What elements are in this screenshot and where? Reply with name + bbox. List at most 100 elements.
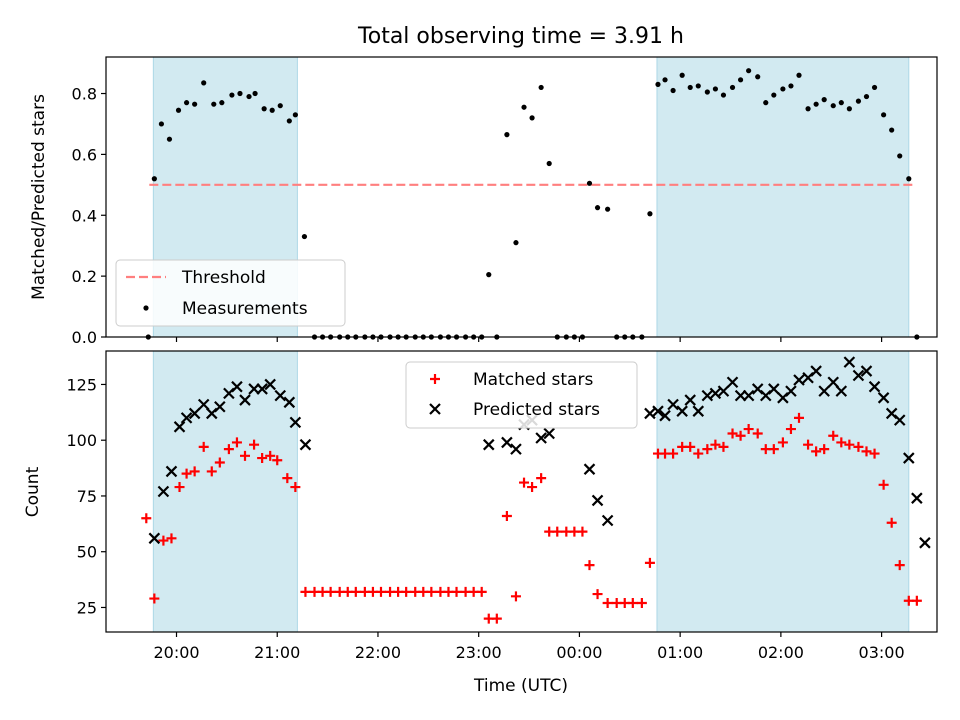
bottom-y-axis-label: Count [23,466,43,517]
top-y-tick-label: 0.4 [72,206,97,225]
matched-star-point [240,450,251,461]
predicted-star-point [893,414,906,426]
matched-star-point [777,437,788,448]
predicted-star-point [543,427,555,440]
matched-star-point [785,424,796,435]
predicted-star-point [591,494,604,507]
matched-star-point [166,533,177,544]
measurement-point [737,77,744,83]
matched-star-point [803,439,814,450]
bottom-shaded-interval [656,350,910,633]
predicted-star-point [601,514,614,527]
measurement-point [838,100,844,106]
predicted-star-point [692,405,705,417]
measurement-point [246,93,252,100]
predicted-star-point [165,465,178,478]
matched-star-point [501,511,512,522]
matched-star-point [644,557,655,568]
matched-star-point [727,428,738,439]
top-shaded-intervals [152,56,910,338]
measurement-point [763,100,769,106]
measurement-point [755,74,761,80]
measurement-point [771,92,777,98]
matched-star-point [685,441,696,452]
measurement-point [252,90,258,97]
predicted-star-point [843,356,856,368]
measurement-point [521,104,527,110]
predicted-star-point [818,385,830,397]
measurement-point [881,112,887,118]
measurement-point [670,87,676,94]
measurement-point [201,80,207,86]
measurement-point [292,112,298,118]
bottom-y-tick-label: 25 [77,598,97,617]
predicted-star-point [283,396,296,409]
bottom-x-tick-label: 00:00 [556,643,602,662]
matched-star-point [527,482,538,493]
top-y-tick-label: 0.2 [72,267,97,286]
measurement-point [780,86,786,92]
predicted-star-point [827,376,840,388]
predicted-star-point [501,436,513,449]
matched-star-point [911,595,922,606]
measurement-point [211,101,217,107]
measurement-point [605,206,611,212]
matched-star-point [141,513,152,524]
measurement-point [704,89,710,95]
matched-star-point [853,441,864,452]
matched-star-point [811,446,822,457]
measurement-point [821,97,827,103]
measurement-point [504,132,510,138]
matched-star-point [894,560,905,571]
matched-star-point [519,477,530,488]
matched-star-point [668,448,679,459]
predicted-star-point [652,405,664,417]
bottom-legend-box [405,361,638,429]
matched-star-point [836,437,847,448]
measurement-point [746,68,752,74]
predicted-star-point [289,416,302,429]
matched-star-point [693,448,704,459]
matched-star-point [552,526,563,537]
matched-star-point [181,468,192,479]
bottom-y-tick-label: 75 [77,487,97,506]
predicted-star-point [256,383,268,395]
matched-star-point [401,586,412,597]
matched-star-point [636,598,647,609]
matched-star-point [223,444,234,455]
predicted-star-point [768,383,780,395]
predicted-star-point [157,485,170,498]
measurement-point [897,153,903,159]
measurement-point [729,84,736,91]
measurement-point [269,107,275,113]
measurement-point [687,84,693,91]
matched-star-point [819,444,830,455]
legend-measurements-label: Measurements [182,299,308,319]
top-axes: 0.0 0.2 0.4 0.6 0.8 [72,56,938,347]
predicted-star-point [510,443,522,455]
bottom-x-tick-label: 20:00 [153,643,199,662]
predicted-star-point [911,492,923,504]
predicted-star-point [903,452,915,464]
matched-star-point [869,448,880,459]
measurement-point [594,205,601,211]
measurement-point [813,101,819,107]
bottom-shaded-interval [152,350,298,633]
measurement-point [906,176,912,182]
matched-star-point [451,586,462,597]
measurement-point [286,118,292,124]
matched-star-point [602,598,613,609]
measurement-point [846,106,852,112]
legend-matched-swatch [430,374,440,384]
measurement-point [830,103,836,109]
matched-star-point [426,586,437,597]
measurement-point [158,121,164,127]
matched-star-point [794,412,805,423]
predicted-star-point [274,389,287,402]
matched-star-point [752,428,763,439]
matched-star-point [375,586,386,597]
top-axes-frame [105,56,938,338]
predicted-star-point [644,407,656,420]
matched-star-point [290,482,301,493]
predicted-star-point [239,394,251,406]
